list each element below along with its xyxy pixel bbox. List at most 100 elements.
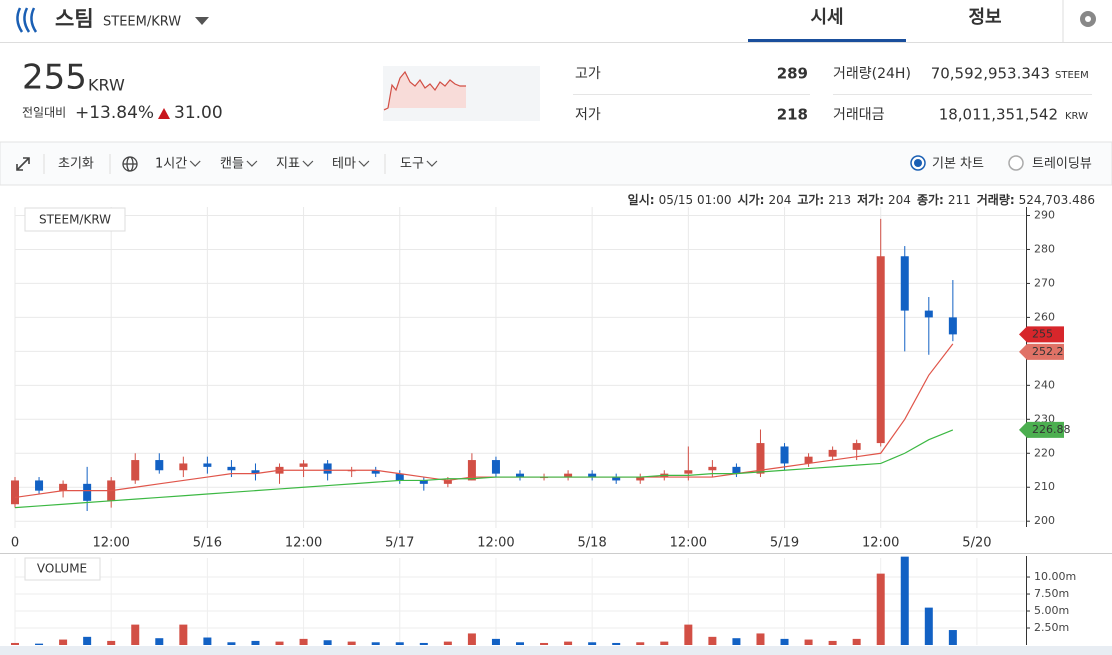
stat-unit: STEEM bbox=[1055, 70, 1089, 81]
info-value: 211 bbox=[948, 193, 971, 207]
tab[interactable]: 시세 bbox=[810, 7, 843, 28]
toolbar-item[interactable]: 도구 bbox=[400, 157, 424, 172]
volume-bar bbox=[804, 639, 813, 645]
tab[interactable]: 정보 bbox=[968, 7, 1001, 28]
candle-body bbox=[131, 460, 140, 481]
globe-icon[interactable] bbox=[122, 156, 138, 172]
volume-bar bbox=[852, 638, 861, 645]
volume-bar bbox=[900, 556, 909, 645]
chevron bbox=[302, 160, 314, 167]
volume-bar bbox=[948, 630, 957, 645]
x-tick-label: 5/19 bbox=[770, 536, 799, 551]
x-tick-label: 5/18 bbox=[578, 536, 607, 551]
pane-title-box bbox=[24, 557, 101, 581]
volume-bar bbox=[179, 624, 188, 645]
pane-title: STEEM/KRW bbox=[39, 213, 111, 227]
y-tick-label: 220 bbox=[1034, 446, 1055, 459]
settings-icon[interactable] bbox=[1080, 11, 1096, 27]
price-tag-label: 255 bbox=[1032, 327, 1053, 340]
price-tag-label: 226.88 bbox=[1032, 423, 1071, 436]
x-tick-label: 12:00 bbox=[92, 536, 129, 551]
candle-body bbox=[732, 466, 741, 474]
candle-body bbox=[179, 463, 188, 471]
candle-body bbox=[323, 463, 332, 474]
y-tick-label: 270 bbox=[1034, 276, 1055, 289]
candle-body bbox=[35, 480, 44, 491]
price-tag bbox=[1019, 421, 1064, 438]
volume-bar bbox=[131, 624, 140, 645]
info-value: 524,703.486 bbox=[1019, 193, 1095, 207]
candle-body bbox=[491, 460, 500, 474]
volume-bar bbox=[395, 642, 404, 645]
stat-unit: KRW bbox=[1065, 111, 1088, 122]
volume-bar bbox=[564, 641, 573, 645]
info-label: 거래량: bbox=[977, 192, 1015, 207]
candle-body bbox=[443, 480, 452, 484]
toolbar-item[interactable]: 캔들 bbox=[220, 157, 244, 172]
y-tick-label: 210 bbox=[1034, 480, 1055, 493]
toolbar-item[interactable]: 1시간 bbox=[155, 157, 187, 172]
volume-bar bbox=[251, 640, 260, 645]
volume-bar bbox=[540, 642, 549, 645]
fullscreen-icon[interactable] bbox=[16, 157, 30, 171]
stat-label: 거래대금 bbox=[833, 107, 885, 123]
stat-label: 저가 bbox=[575, 107, 601, 123]
candle-body bbox=[900, 256, 909, 311]
toolbar-item[interactable]: 테마 bbox=[332, 157, 356, 172]
y-tick-label: 10.00m bbox=[1034, 570, 1076, 583]
price: 255 bbox=[22, 58, 87, 98]
y-tick-label: 200 bbox=[1034, 514, 1055, 527]
view-option[interactable]: 기본 차트 bbox=[932, 157, 984, 172]
volume-bar bbox=[299, 638, 308, 645]
volume-bar bbox=[491, 638, 500, 645]
candle-body bbox=[948, 317, 957, 335]
volume-bar bbox=[924, 607, 933, 645]
y-tick-label: 260 bbox=[1034, 310, 1055, 323]
x-tick-label: 12:00 bbox=[670, 536, 707, 551]
bottom-bar bbox=[0, 646, 1112, 655]
y-tick-label: 240 bbox=[1034, 378, 1055, 391]
info-label: 시가: bbox=[738, 192, 765, 207]
y-tick-label: 280 bbox=[1034, 242, 1055, 255]
volume-bar bbox=[227, 642, 236, 645]
pane-title: VOLUME bbox=[37, 562, 87, 576]
stat-value: 70,592,953.343 bbox=[931, 65, 1050, 83]
x-tick-label: 0 bbox=[11, 536, 19, 551]
y-tick-label: 5.00m bbox=[1034, 604, 1069, 617]
chevron bbox=[426, 160, 438, 167]
radio[interactable] bbox=[1008, 155, 1024, 171]
volume-bar bbox=[467, 633, 476, 645]
sparkline-area bbox=[384, 72, 466, 110]
toolbar-item[interactable]: 지표 bbox=[276, 157, 300, 172]
stat-label: 거래량(24H) bbox=[833, 66, 911, 82]
pair: STEEM/KRW bbox=[103, 15, 181, 30]
x-tick-label: 12:00 bbox=[285, 536, 322, 551]
volume-bar bbox=[59, 639, 68, 645]
candle-body bbox=[876, 256, 885, 444]
y-tick-label: 2.50m bbox=[1034, 621, 1069, 634]
volume-bar bbox=[876, 573, 885, 645]
candle-body bbox=[636, 477, 645, 481]
volume-bar bbox=[155, 638, 164, 645]
candle-body bbox=[251, 470, 260, 474]
info-value: 204 bbox=[888, 193, 911, 207]
price-tag bbox=[1019, 343, 1064, 360]
dropdown-caret[interactable] bbox=[195, 17, 209, 25]
info-label: 종가: bbox=[917, 192, 944, 207]
change-label: 전일대비 bbox=[22, 106, 66, 120]
volume-bar bbox=[11, 642, 19, 645]
sparkline bbox=[383, 70, 466, 111]
volume-bar bbox=[107, 640, 116, 645]
candle-body bbox=[684, 470, 693, 474]
x-tick-label: 5/16 bbox=[193, 536, 222, 551]
chevron bbox=[189, 160, 201, 167]
tab-underline bbox=[748, 39, 906, 42]
chevron bbox=[246, 160, 258, 167]
view-option[interactable]: 트레이딩뷰 bbox=[1032, 157, 1092, 172]
toolbar-item[interactable]: 초기화 bbox=[58, 157, 94, 172]
info-value: 213 bbox=[828, 193, 851, 207]
coin-name: 스팀 bbox=[55, 7, 94, 31]
stat-value: 289 bbox=[777, 65, 808, 83]
